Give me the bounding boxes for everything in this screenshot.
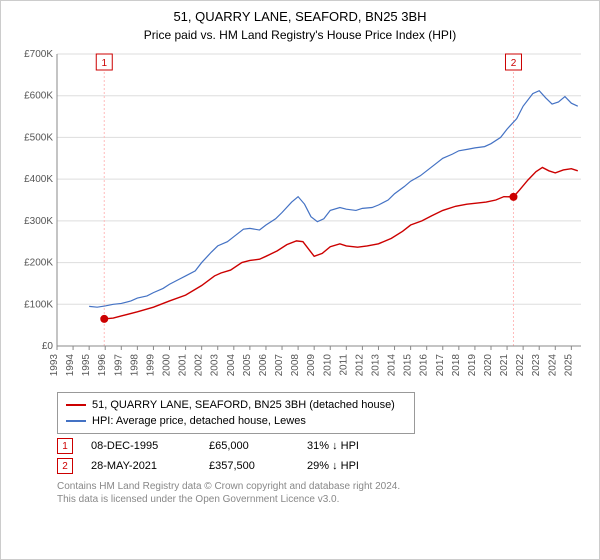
legend-item: HPI: Average price, detached house, Lewe… <box>66 413 406 429</box>
svg-text:2024: 2024 <box>547 354 558 377</box>
svg-text:2002: 2002 <box>194 354 205 377</box>
svg-text:2000: 2000 <box>162 354 173 377</box>
svg-text:2004: 2004 <box>226 354 237 377</box>
svg-text:2005: 2005 <box>242 354 253 377</box>
svg-text:2003: 2003 <box>210 354 221 377</box>
legend-label: HPI: Average price, detached house, Lewe… <box>92 413 306 429</box>
legend: 51, QUARRY LANE, SEAFORD, BN25 3BH (deta… <box>57 392 415 434</box>
svg-text:2006: 2006 <box>258 354 269 377</box>
svg-text:1998: 1998 <box>129 354 140 377</box>
svg-text:1997: 1997 <box>113 354 124 377</box>
legend-swatch <box>66 420 86 422</box>
svg-text:2021: 2021 <box>499 354 510 377</box>
svg-text:£500K: £500K <box>24 132 53 143</box>
svg-text:1993: 1993 <box>49 354 60 377</box>
svg-text:1: 1 <box>101 58 107 69</box>
svg-text:£200K: £200K <box>24 258 53 269</box>
legend-swatch <box>66 404 86 406</box>
svg-text:1994: 1994 <box>65 354 76 377</box>
marker-table: 1 08-DEC-1995 £65,000 31% ↓ HPI 2 28-MAY… <box>57 438 587 474</box>
license-text: Contains HM Land Registry data © Crown c… <box>57 480 587 506</box>
svg-text:£700K: £700K <box>24 49 53 60</box>
svg-text:£300K: £300K <box>24 216 53 227</box>
svg-text:2010: 2010 <box>322 354 333 377</box>
marker-delta: 31% ↓ HPI <box>307 440 359 452</box>
legend-label: 51, QUARRY LANE, SEAFORD, BN25 3BH (deta… <box>92 397 395 413</box>
svg-text:2015: 2015 <box>403 354 414 377</box>
svg-text:2014: 2014 <box>387 354 398 377</box>
marker-row: 1 08-DEC-1995 £65,000 31% ↓ HPI <box>57 438 587 454</box>
svg-text:2011: 2011 <box>338 354 349 376</box>
marker-number-box: 2 <box>57 458 73 474</box>
svg-text:2023: 2023 <box>531 354 542 377</box>
chart-plot-area: £0 £100K £200K £300K £400K £500K £600K £700K 199… <box>13 48 587 386</box>
marker-delta: 29% ↓ HPI <box>307 460 359 472</box>
chart-container: 51, QUARRY LANE, SEAFORD, BN25 3BH Price… <box>0 0 600 560</box>
svg-text:£100K: £100K <box>24 299 53 310</box>
svg-text:2007: 2007 <box>274 354 285 377</box>
svg-text:2017: 2017 <box>435 354 446 377</box>
svg-text:2012: 2012 <box>354 354 365 377</box>
license-line: This data is licensed under the Open Gov… <box>57 494 339 505</box>
svg-text:2018: 2018 <box>451 354 462 377</box>
svg-text:2022: 2022 <box>515 354 526 377</box>
svg-text:£400K: £400K <box>24 174 53 185</box>
svg-text:2025: 2025 <box>563 354 574 377</box>
marker-date: 28-MAY-2021 <box>91 460 191 472</box>
svg-text:2001: 2001 <box>178 354 189 377</box>
svg-text:2016: 2016 <box>419 354 430 377</box>
svg-text:2020: 2020 <box>483 354 494 377</box>
svg-text:2019: 2019 <box>467 354 478 377</box>
svg-text:£600K: £600K <box>24 91 53 102</box>
svg-text:£0: £0 <box>42 341 54 352</box>
chart-subtitle: Price paid vs. HM Land Registry's House … <box>13 28 587 42</box>
svg-text:1999: 1999 <box>145 354 156 377</box>
marker-number-box: 1 <box>57 438 73 454</box>
marker-date: 08-DEC-1995 <box>91 440 191 452</box>
chart-title: 51, QUARRY LANE, SEAFORD, BN25 3BH <box>13 9 587 24</box>
chart-svg: £0 £100K £200K £300K £400K £500K £600K £700K 199… <box>13 48 587 386</box>
marker-row: 2 28-MAY-2021 £357,500 29% ↓ HPI <box>57 458 587 474</box>
legend-item: 51, QUARRY LANE, SEAFORD, BN25 3BH (deta… <box>66 397 406 413</box>
svg-text:1995: 1995 <box>81 354 92 377</box>
svg-text:2009: 2009 <box>306 354 317 377</box>
marker-price: £357,500 <box>209 460 289 472</box>
svg-text:2: 2 <box>511 58 517 69</box>
marker-price: £65,000 <box>209 440 289 452</box>
svg-text:1996: 1996 <box>97 354 108 377</box>
license-line: Contains HM Land Registry data © Crown c… <box>57 481 400 492</box>
svg-text:2008: 2008 <box>290 354 301 377</box>
svg-text:2013: 2013 <box>370 354 381 377</box>
